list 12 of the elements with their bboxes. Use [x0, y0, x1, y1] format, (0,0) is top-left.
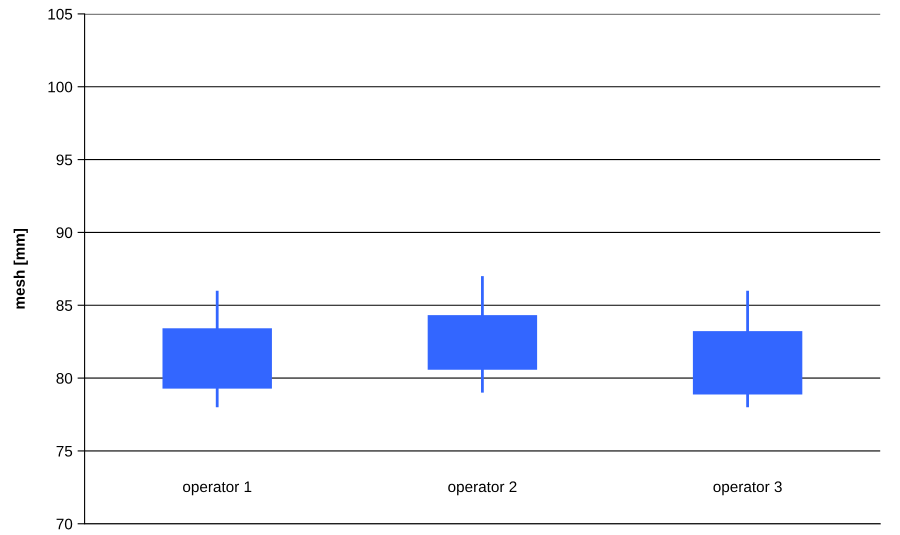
- y-tick-label: 75: [56, 446, 72, 457]
- y-tick-label: 105: [48, 8, 72, 20]
- y-tick-label: 80: [56, 372, 72, 384]
- x-tick-label: operator 2: [448, 481, 516, 496]
- y-tick-label: 95: [56, 154, 72, 166]
- y-tick-label: 70: [56, 518, 72, 530]
- x-tick-label: operator 3: [713, 481, 782, 496]
- y-tick-label: 100: [48, 82, 72, 92]
- y-tick-label: 85: [56, 300, 72, 311]
- y-axis-title: mesh [mm]: [14, 228, 28, 309]
- x-tick-label: operator 1: [183, 482, 252, 496]
- y-tick-label: 90: [56, 227, 72, 238]
